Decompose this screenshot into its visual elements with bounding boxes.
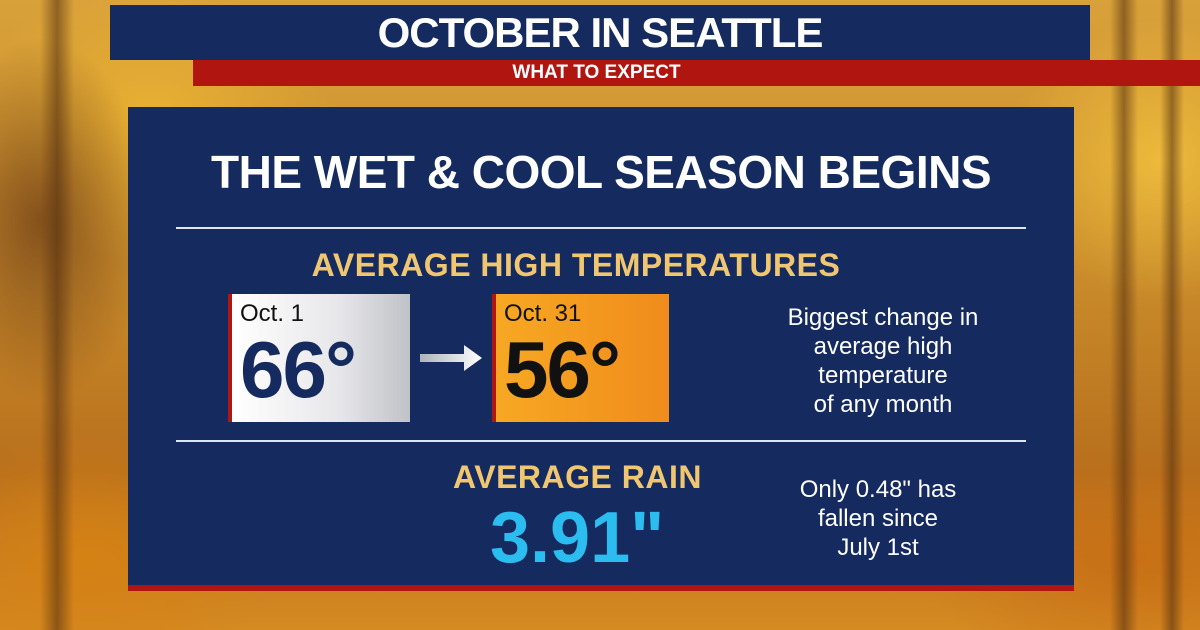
page-subtitle: WHAT TO EXPECT bbox=[512, 62, 681, 83]
background-tree-trunk bbox=[1160, 0, 1184, 630]
subtitle-banner: WHAT TO EXPECT bbox=[193, 60, 1200, 86]
end-temperature-value: 56° bbox=[504, 325, 621, 414]
title-banner: OCTOBER IN SEATTLE bbox=[110, 5, 1090, 60]
start-temperature-card: Oct. 1 66° bbox=[228, 294, 410, 422]
temperature-label: AVERAGE HIGH TEMPERATURES bbox=[311, 247, 841, 283]
temperature-note-line: temperature bbox=[818, 362, 948, 389]
temperature-note-line: of any month bbox=[813, 391, 953, 418]
background-tree-trunk bbox=[1110, 0, 1138, 630]
temperature-note-line: Biggest change in bbox=[787, 304, 979, 331]
rain-value: 3.91" bbox=[490, 498, 665, 578]
start-temperature-value: 66° bbox=[240, 325, 357, 414]
divider bbox=[176, 227, 1026, 229]
rain-label: AVERAGE RAIN bbox=[453, 459, 702, 495]
panel-headline: THE WET & COOL SEASON BEGINS bbox=[211, 146, 992, 198]
temperature-note: Biggest change in average high temperatu… bbox=[748, 303, 1018, 419]
rain-note-line: Only 0.48" has bbox=[799, 476, 957, 503]
background-tree-trunk bbox=[40, 0, 74, 630]
page-title: OCTOBER IN SEATTLE bbox=[377, 8, 824, 56]
rain-note-line: July 1st bbox=[837, 534, 919, 561]
start-date: Oct. 1 bbox=[240, 300, 305, 327]
rain-note-line: fallen since bbox=[817, 505, 939, 532]
end-date: Oct. 31 bbox=[504, 300, 582, 327]
rain-note: Only 0.48" has fallen since July 1st bbox=[758, 475, 998, 562]
info-panel: THE WET & COOL SEASON BEGINS AVERAGE HIG… bbox=[128, 107, 1074, 591]
temperature-note-line: average high bbox=[813, 333, 953, 360]
end-temperature-card: Oct. 31 56° bbox=[492, 294, 669, 422]
right-arrow-icon bbox=[420, 345, 482, 371]
divider bbox=[176, 440, 1026, 442]
